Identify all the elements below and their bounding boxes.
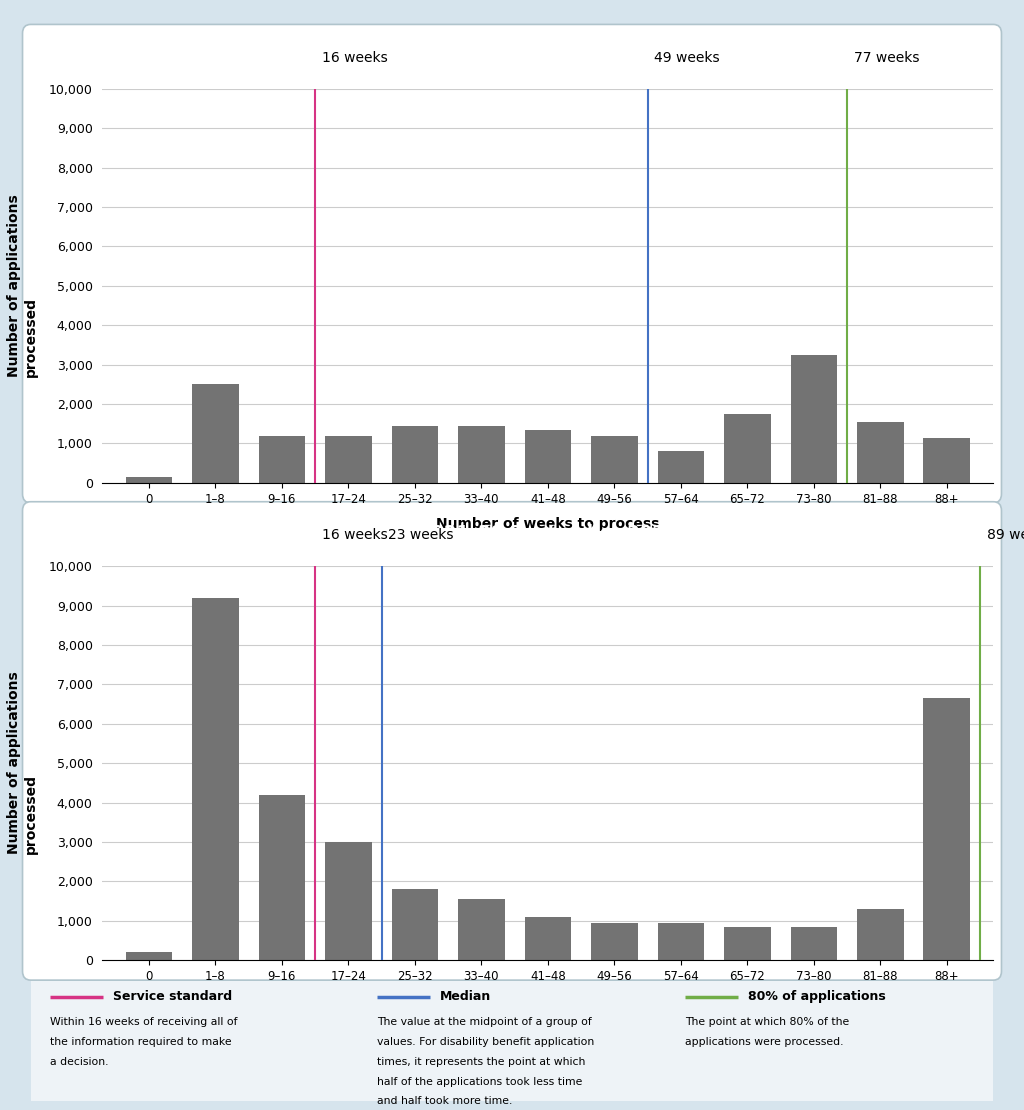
Text: The point at which 80% of the: The point at which 80% of the: [685, 1017, 850, 1027]
Bar: [458, 899, 505, 960]
Bar: [857, 909, 903, 960]
Text: 16 weeks: 16 weeks: [322, 528, 387, 543]
Bar: [657, 452, 705, 483]
Text: 16 weeks: 16 weeks: [322, 51, 387, 65]
Text: 23 weeks: 23 weeks: [388, 528, 454, 543]
FancyBboxPatch shape: [11, 979, 1013, 1103]
Text: Within 16 weeks of receiving all of: Within 16 weeks of receiving all of: [50, 1017, 238, 1027]
Text: 49 weeks: 49 weeks: [654, 51, 720, 65]
Text: a decision.: a decision.: [50, 1057, 109, 1067]
Bar: [193, 384, 239, 483]
Bar: [591, 435, 638, 483]
Bar: [924, 698, 970, 960]
Text: Median: Median: [440, 990, 492, 1003]
Bar: [391, 426, 438, 483]
Bar: [391, 889, 438, 960]
Text: the information required to make: the information required to make: [50, 1037, 231, 1047]
Text: values. For disability benefit application: values. For disability benefit applicati…: [377, 1037, 595, 1047]
Bar: [724, 414, 770, 483]
Bar: [791, 355, 837, 483]
Bar: [657, 922, 705, 960]
Bar: [591, 922, 638, 960]
Bar: [326, 841, 372, 960]
Bar: [458, 426, 505, 483]
Text: 80% of applications: 80% of applications: [748, 990, 886, 1003]
Bar: [524, 430, 571, 483]
Bar: [724, 927, 770, 960]
Y-axis label: Number of applications
processed: Number of applications processed: [7, 194, 38, 377]
Y-axis label: Number of applications
processed: Number of applications processed: [7, 672, 38, 855]
Text: 77 weeks: 77 weeks: [854, 51, 920, 65]
Bar: [857, 422, 903, 483]
Text: Service standard: Service standard: [113, 990, 231, 1003]
Text: 1 April 2020–30 September 2020: 1 April 2020–30 September 2020: [346, 49, 678, 67]
Bar: [524, 917, 571, 960]
Bar: [259, 795, 305, 960]
Bar: [193, 597, 239, 960]
Bar: [126, 952, 172, 960]
Text: applications were processed.: applications were processed.: [685, 1037, 844, 1047]
X-axis label: Number of weeks to process: Number of weeks to process: [436, 993, 659, 1008]
Bar: [126, 477, 172, 483]
Text: 89 weeks: 89 weeks: [987, 528, 1024, 543]
Text: and half took more time.: and half took more time.: [377, 1097, 513, 1107]
Bar: [326, 435, 372, 483]
Text: half of the applications took less time: half of the applications took less time: [377, 1077, 583, 1087]
Text: 1 April 2021–30 September 2021: 1 April 2021–30 September 2021: [346, 524, 678, 542]
Text: times, it represents the point at which: times, it represents the point at which: [377, 1057, 586, 1067]
Bar: [924, 437, 970, 483]
Text: The value at the midpoint of a group of: The value at the midpoint of a group of: [377, 1017, 592, 1027]
X-axis label: Number of weeks to process: Number of weeks to process: [436, 516, 659, 531]
Bar: [791, 927, 837, 960]
Bar: [259, 435, 305, 483]
